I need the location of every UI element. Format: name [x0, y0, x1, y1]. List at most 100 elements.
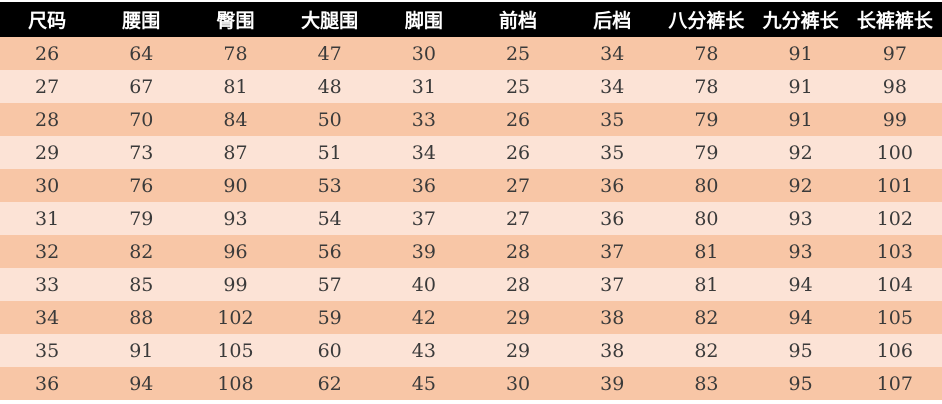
column-header: 八分裤长	[659, 2, 754, 37]
table-cell: 31	[0, 202, 95, 235]
table-cell: 25	[470, 70, 566, 103]
table-cell: 50	[282, 103, 377, 136]
table-cell: 100	[847, 136, 942, 169]
table-cell: 93	[188, 202, 283, 235]
header-row: 尺码 腰围 臀围 大腿围 脚围 前档 后档 八分裤长 九分裤长 长裤裤长	[0, 2, 942, 37]
table-cell: 79	[94, 202, 189, 235]
table-cell: 98	[847, 70, 942, 103]
table-cell: 79	[659, 103, 754, 136]
table-cell: 35	[0, 334, 95, 367]
table-cell: 90	[188, 169, 283, 202]
column-header: 腰围	[94, 2, 189, 37]
table-cell: 101	[847, 169, 942, 202]
table-cell: 83	[659, 367, 754, 400]
table-cell: 34	[376, 136, 471, 169]
table-cell: 27	[0, 70, 95, 103]
table-cell: 28	[470, 235, 566, 268]
table-cell: 29	[470, 334, 566, 367]
table-cell: 35	[565, 136, 660, 169]
table-cell: 32	[0, 235, 95, 268]
table-cell: 96	[188, 235, 283, 268]
table-cell: 79	[659, 136, 754, 169]
table-cell: 37	[565, 268, 660, 301]
table-cell: 51	[282, 136, 377, 169]
column-header: 臀围	[188, 2, 283, 37]
table-cell: 93	[753, 202, 848, 235]
table-cell: 34	[0, 301, 95, 334]
table-cell: 30	[376, 37, 471, 70]
table-cell: 76	[94, 169, 189, 202]
table-cell: 82	[94, 235, 189, 268]
table-cell: 82	[659, 334, 754, 367]
table-cell: 54	[282, 202, 377, 235]
table-cell: 57	[282, 268, 377, 301]
column-header: 大腿围	[282, 2, 377, 37]
table-cell: 104	[847, 268, 942, 301]
table-cell: 53	[282, 169, 377, 202]
table-cell: 87	[188, 136, 283, 169]
table-cell: 26	[0, 37, 95, 70]
table-cell: 56	[282, 235, 377, 268]
table-cell: 25	[470, 37, 566, 70]
table-cell: 28	[0, 103, 95, 136]
table-cell: 102	[847, 202, 942, 235]
table-cell: 28	[470, 268, 566, 301]
table-cell: 99	[188, 268, 283, 301]
table-row: 33 85 99 57 40 28 37 81 94 104	[0, 268, 942, 301]
table-cell: 36	[0, 367, 95, 400]
column-header: 前档	[470, 2, 566, 37]
table-cell: 102	[188, 301, 283, 334]
table-cell: 34	[565, 70, 660, 103]
table-cell: 92	[753, 169, 848, 202]
table-cell: 31	[376, 70, 471, 103]
table-row: 29 73 87 51 34 26 35 79 92 100	[0, 136, 942, 169]
table-cell: 33	[0, 268, 95, 301]
table-cell: 29	[470, 301, 566, 334]
table-row: 26 64 78 47 30 25 34 78 91 97	[0, 37, 942, 70]
table-cell: 81	[188, 70, 283, 103]
table-cell: 45	[376, 367, 471, 400]
column-header: 长裤裤长	[847, 2, 942, 37]
table-cell: 80	[659, 169, 754, 202]
table-cell: 92	[753, 136, 848, 169]
table-cell: 60	[282, 334, 377, 367]
table-row: 34 88 102 59 42 29 38 82 94 105	[0, 301, 942, 334]
table-cell: 78	[188, 37, 283, 70]
table-cell: 36	[565, 202, 660, 235]
table-cell: 47	[282, 37, 377, 70]
table-cell: 39	[565, 367, 660, 400]
table-cell: 64	[94, 37, 189, 70]
table-cell: 67	[94, 70, 189, 103]
table-cell: 105	[847, 301, 942, 334]
table-cell: 95	[753, 334, 848, 367]
table-cell: 70	[94, 103, 189, 136]
table-cell: 81	[659, 268, 754, 301]
table-cell: 40	[376, 268, 471, 301]
table-cell: 30	[0, 169, 95, 202]
table-cell: 85	[94, 268, 189, 301]
table-cell: 108	[188, 367, 283, 400]
table-cell: 36	[565, 169, 660, 202]
table-cell: 78	[659, 70, 754, 103]
table-cell: 35	[565, 103, 660, 136]
table-cell: 81	[659, 235, 754, 268]
table-row: 30 76 90 53 36 27 36 80 92 101	[0, 169, 942, 202]
table-cell: 33	[376, 103, 471, 136]
table-cell: 27	[470, 169, 566, 202]
table-cell: 94	[753, 268, 848, 301]
table-cell: 43	[376, 334, 471, 367]
column-header: 后档	[565, 2, 660, 37]
table-cell: 29	[0, 136, 95, 169]
table-cell: 82	[659, 301, 754, 334]
table-cell: 105	[188, 334, 283, 367]
table-cell: 94	[753, 301, 848, 334]
table-cell: 80	[659, 202, 754, 235]
table-row: 35 91 105 60 43 29 38 82 95 106	[0, 334, 942, 367]
table-cell: 36	[376, 169, 471, 202]
column-header: 九分裤长	[753, 2, 848, 37]
table-cell: 103	[847, 235, 942, 268]
table-cell: 30	[470, 367, 566, 400]
table-row: 31 79 93 54 37 27 36 80 93 102	[0, 202, 942, 235]
table-cell: 93	[753, 235, 848, 268]
